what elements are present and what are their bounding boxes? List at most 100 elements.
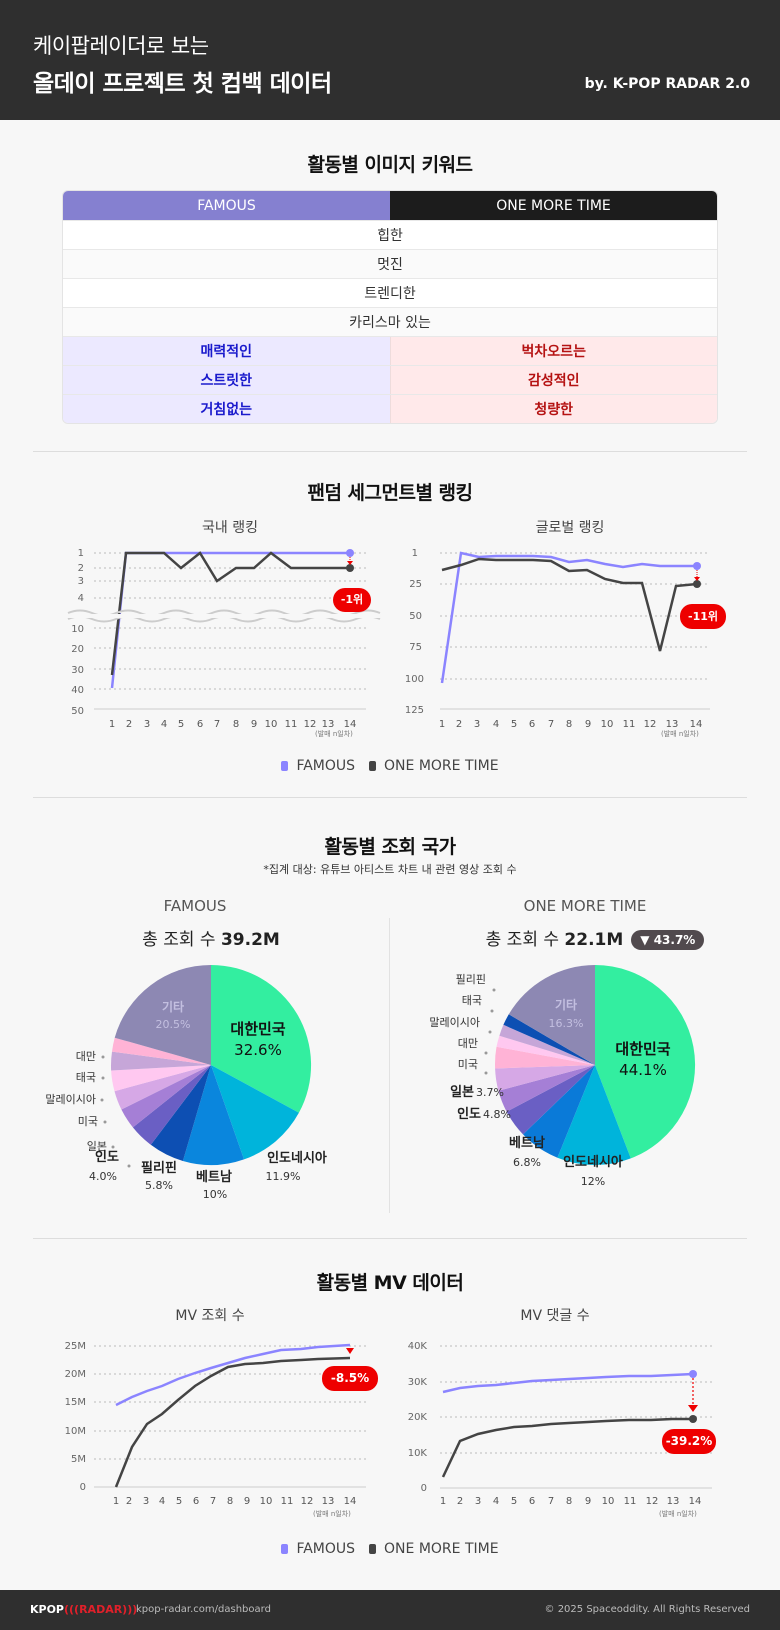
logo-radar-text: (((RADAR))) [64,1603,138,1616]
header-title: 올데이 프로젝트 첫 컴백 데이터 [33,71,332,97]
legend-omt: ONE MORE TIME [369,1541,499,1557]
svg-text:1: 1 [439,719,445,730]
svg-text:미국: 미국 [458,1058,478,1071]
svg-text:5: 5 [176,1496,182,1507]
total-label: 총 조회 수 [142,930,221,950]
svg-text:인도네시아: 인도네시아 [563,1154,623,1170]
legend-omt: ONE MORE TIME [369,758,499,774]
svg-text:6: 6 [193,1496,199,1507]
svg-text:12: 12 [646,1496,659,1507]
legend-swatch-omt [369,1544,377,1554]
legend-famous: FAMOUS [281,1541,355,1557]
svg-text:9: 9 [251,719,257,730]
svg-text:5.8%: 5.8% [145,1179,173,1192]
svg-text:13: 13 [322,1496,335,1507]
svg-text:대만: 대만 [76,1050,96,1063]
section-divider [33,1238,747,1239]
domestic-ranking-title: 국내 랭킹 [202,520,258,536]
svg-text:10: 10 [601,719,614,730]
svg-text:10M: 10M [65,1426,86,1437]
keywords-table-header: FAMOUS ONE MORE TIME [63,191,717,220]
countries-note: *집계 대상: 유튜브 아티스트 차트 내 관련 영상 조회 수 [263,863,517,876]
keyword-shared-row: 카리스마 있는 [63,307,717,336]
svg-text:8: 8 [566,719,572,730]
svg-text:기타: 기타 [162,999,184,1014]
mv-comments-x-note: (발매 n일차) [659,1510,697,1518]
svg-text:1: 1 [78,548,84,559]
total-label: 총 조회 수 [485,930,565,950]
svg-text:11: 11 [623,719,636,730]
pie-omt-total: 총 조회 수 22.1M ▼ 43.7% [400,925,780,950]
svg-text:8: 8 [233,719,239,730]
global-x-note: (발매 n일차) [661,730,699,738]
svg-text:5: 5 [178,719,184,730]
svg-text:대한민국: 대한민국 [230,1020,285,1038]
section-divider [33,451,747,452]
page-footer: KPOP(((RADAR))) kpop-radar.com/dashboard… [0,1590,780,1630]
svg-text:8: 8 [227,1496,233,1507]
svg-text:2: 2 [456,719,462,730]
keyword-famous: 매력적인 [63,337,390,365]
svg-text:5: 5 [511,719,517,730]
svg-text:대한민국: 대한민국 [615,1040,670,1058]
svg-text:인도: 인도 [95,1149,119,1165]
svg-text:40: 40 [71,685,84,696]
svg-text:3.7%: 3.7% [476,1086,504,1099]
svg-text:1: 1 [412,548,418,559]
svg-text:10: 10 [265,719,278,730]
svg-text:13: 13 [667,1496,680,1507]
svg-text:9: 9 [585,719,591,730]
svg-text:4: 4 [493,719,499,730]
svg-text:3: 3 [143,1496,149,1507]
legend-swatch-famous [281,1544,289,1554]
svg-text:15M: 15M [65,1397,86,1408]
legend-swatch-omt [369,761,377,771]
mv-views-x-note: (발매 n일차) [313,1510,351,1518]
pie-omt-name: ONE MORE TIME [523,897,647,915]
svg-text:20: 20 [71,644,84,655]
svg-text:태국: 태국 [76,1071,96,1084]
keyword-unique-row: 스트릿한 감성적인 [63,365,717,394]
svg-text:인도: 인도 [457,1106,481,1122]
views-change-pill: ▼ 43.7% [631,930,705,950]
svg-text:11: 11 [285,719,298,730]
legend-label: FAMOUS [296,1541,356,1557]
keyword-famous: 거침없는 [63,395,390,423]
legend-label: FAMOUS [296,758,356,774]
svg-text:20.5%: 20.5% [156,1018,191,1031]
svg-text:14: 14 [690,719,703,730]
keyword-omt: 감성적인 [389,366,717,394]
keyword-famous: 스트릿한 [63,366,390,394]
footer-url-link[interactable]: kpop-radar.com/dashboard [136,1604,271,1615]
svg-text:11: 11 [281,1496,294,1507]
svg-text:인도네시아: 인도네시아 [267,1150,327,1166]
legend-label: ONE MORE TIME [384,1541,499,1557]
svg-text:2: 2 [457,1496,463,1507]
logo-text: KPOP [30,1603,64,1616]
svg-text:필리핀: 필리핀 [141,1160,177,1176]
svg-text:50: 50 [71,706,84,717]
keyword-omt: 청량한 [389,395,717,423]
svg-text:4.8%: 4.8% [483,1108,511,1121]
section-divider [33,797,747,798]
mv-comments-title: MV 댓글 수 [520,1308,590,1324]
svg-text:기타: 기타 [555,997,577,1012]
svg-text:7: 7 [548,719,554,730]
svg-text:9: 9 [244,1496,250,1507]
keywords-table: FAMOUS ONE MORE TIME 힙한 멋진 트렌디한 카리스마 있는 … [62,190,718,424]
svg-text:미국: 미국 [78,1115,98,1128]
legend-swatch-famous [281,761,289,771]
svg-text:6: 6 [529,719,535,730]
svg-text:3: 3 [475,1496,481,1507]
svg-text:13: 13 [666,719,679,730]
mv-section-title: 활동별 MV 데이터 [316,1272,464,1294]
svg-text:44.1%: 44.1% [619,1061,667,1079]
svg-text:4: 4 [493,1496,499,1507]
svg-text:13: 13 [322,719,335,730]
svg-text:4.0%: 4.0% [89,1170,117,1183]
pie-divider [389,918,390,1213]
keywords-section-title: 활동별 이미지 키워드 [307,154,473,176]
svg-text:0: 0 [421,1483,427,1494]
